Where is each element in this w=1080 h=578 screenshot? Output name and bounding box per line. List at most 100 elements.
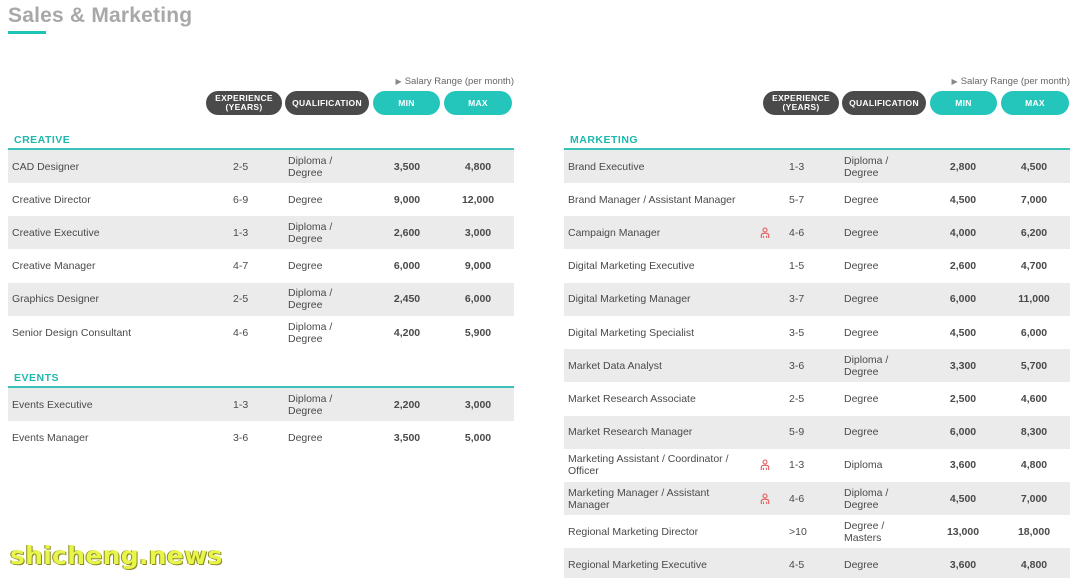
min-salary: 3,600	[949, 558, 977, 571]
qualification-value: Diploma / Degree	[288, 154, 333, 179]
experience-value: 5-9	[789, 426, 805, 439]
max-salary: 4,700	[1020, 260, 1048, 273]
max-header: MAX	[1001, 91, 1069, 115]
min-salary: 6,000	[949, 293, 977, 306]
job-title: Creative Manager	[12, 260, 96, 273]
table-row: Brand Manager / Assistant Manager 5-7 Degr…	[564, 183, 1070, 216]
table-row: Digital Marketing Executive 1-5 Degree 2,60…	[564, 250, 1070, 283]
min-salary: 3,500	[393, 431, 421, 444]
qualification-value: Degree	[844, 426, 879, 439]
max-salary: 5,700	[1020, 359, 1048, 372]
max-salary: 6,200	[1020, 226, 1048, 239]
max-salary: 12,000	[461, 193, 495, 206]
job-title: Digital Marketing Manager	[568, 293, 691, 306]
min-salary: 4,500	[949, 193, 977, 206]
job-title: Graphics Designer	[12, 293, 99, 306]
job-title: Regional Marketing Director	[568, 525, 699, 538]
min-salary: 2,800	[949, 160, 977, 173]
table-row: Events Manager 3-6 Degree 3,500 5,000	[8, 421, 514, 454]
min-salary: 2,500	[949, 392, 977, 405]
max-salary: 4,800	[464, 160, 492, 173]
qualification-value: Degree / Masters	[844, 519, 885, 544]
salary-range-label: Salary Range (per month)	[404, 76, 514, 87]
qualification-value: Diploma / Degree	[288, 220, 333, 245]
job-title: Digital Marketing Specialist	[568, 326, 695, 339]
section-divider	[8, 386, 514, 388]
experience-header: EXPERIENCE (YEARS)	[206, 91, 282, 115]
max-salary: 11,000	[1018, 293, 1050, 306]
max-salary: 9,000	[464, 260, 492, 273]
table-row: Market Data Analyst 3-6 Diploma / Degree 3,…	[564, 349, 1070, 383]
qualification-value: Degree	[288, 431, 323, 444]
job-title: Market Research Associate	[568, 392, 696, 405]
job-title: Brand Executive	[568, 160, 645, 173]
qualification-value: Degree	[844, 226, 879, 239]
table-row: Marketing Assistant / Coordinator / Offi…	[564, 449, 1070, 482]
min-header: MIN	[373, 91, 440, 115]
experience-value: 2-5	[789, 392, 805, 405]
job-title: Events Executive	[12, 398, 93, 411]
max-salary: 7,000	[1020, 193, 1048, 206]
table-row: Digital Marketing Specialist 3-5 Degree 4,5…	[564, 316, 1070, 349]
max-salary: 3,000	[464, 226, 492, 239]
job-title: Campaign Manager	[568, 226, 661, 239]
qualification-value: Degree	[844, 326, 879, 339]
min-salary: 3,500	[393, 160, 421, 173]
min-salary: 2,600	[949, 260, 977, 273]
min-salary: 6,000	[949, 426, 977, 439]
table-row: Market Research Associate 2-5 Degree 2,500 4…	[564, 382, 1070, 415]
experience-value: 4-7	[233, 260, 249, 273]
table-row: Events Executive 1-3 Diploma / Degree 2,200…	[8, 388, 514, 421]
qualification-value: Degree	[288, 193, 323, 206]
qualification-value: Diploma / Degree	[844, 353, 889, 378]
qualification-value: Diploma / Degree	[844, 154, 889, 179]
max-salary: 4,800	[1020, 459, 1048, 472]
triangle-icon: ▶	[951, 77, 958, 86]
min-salary: 2,200	[393, 398, 421, 411]
qualification-value: Diploma / Degree	[288, 392, 333, 417]
qualification-value: Degree	[844, 558, 879, 571]
min-salary: 4,000	[949, 226, 977, 239]
table-row: Senior Design Consultant 4-6 Diploma / Deg…	[8, 316, 514, 349]
qualification-header: QUALIFICATION	[842, 91, 926, 115]
table-row: CAD Designer 2-5 Diploma / Degree 3,500 4,80…	[8, 150, 514, 183]
job-title: Events Manager	[12, 431, 89, 444]
people-icon	[758, 449, 772, 482]
people-icon	[758, 216, 772, 249]
job-title: Marketing Manager / Assistant Manager	[568, 486, 710, 511]
max-salary: 4,600	[1020, 392, 1048, 405]
min-salary: 6,000	[393, 260, 421, 273]
watermark: shicheng.news	[10, 541, 223, 570]
experience-value: 3-6	[789, 359, 805, 372]
job-title: Digital Marketing Executive	[568, 260, 695, 273]
max-salary: 4,500	[1020, 160, 1048, 173]
experience-value: 1-5	[789, 260, 805, 273]
section-label-events: EVENTS	[14, 372, 60, 384]
section-label-marketing: MARKETING	[570, 134, 639, 146]
job-title: Brand Manager / Assistant Manager	[568, 193, 736, 206]
qualification-value: Degree	[844, 260, 879, 273]
max-salary: 6,000	[464, 293, 492, 306]
experience-value: 1-3	[789, 160, 805, 173]
experience-value: 4-6	[233, 326, 249, 339]
qualification-value: Degree	[844, 193, 879, 206]
qualification-value: Diploma	[844, 459, 883, 472]
section-divider	[564, 148, 1070, 150]
experience-value: >10	[789, 525, 807, 538]
table-row: Creative Executive 1-3 Diploma / Degree 2,6…	[8, 216, 514, 250]
experience-value: 4-6	[789, 492, 805, 505]
min-salary: 2,600	[393, 226, 421, 239]
experience-header: EXPERIENCE (YEARS)	[763, 91, 839, 115]
qualification-value: Degree	[288, 260, 323, 273]
min-salary: 4,200	[393, 326, 421, 339]
salary-range-label: Salary Range (per month)	[960, 76, 1070, 87]
experience-value: 4-6	[789, 226, 805, 239]
table-row: Digital Marketing Manager 3-7 Degree 6,000 1…	[564, 282, 1070, 316]
max-salary: 6,000	[1020, 326, 1048, 339]
max-salary: 5,000	[464, 431, 492, 444]
min-salary: 9,000	[393, 193, 421, 206]
table-row: Regional Marketing Executive 4-5 Degree 3,6…	[564, 548, 1070, 578]
max-salary: 3,000	[464, 398, 492, 411]
people-icon	[758, 482, 772, 515]
qualification-header: QUALIFICATION	[285, 91, 369, 115]
